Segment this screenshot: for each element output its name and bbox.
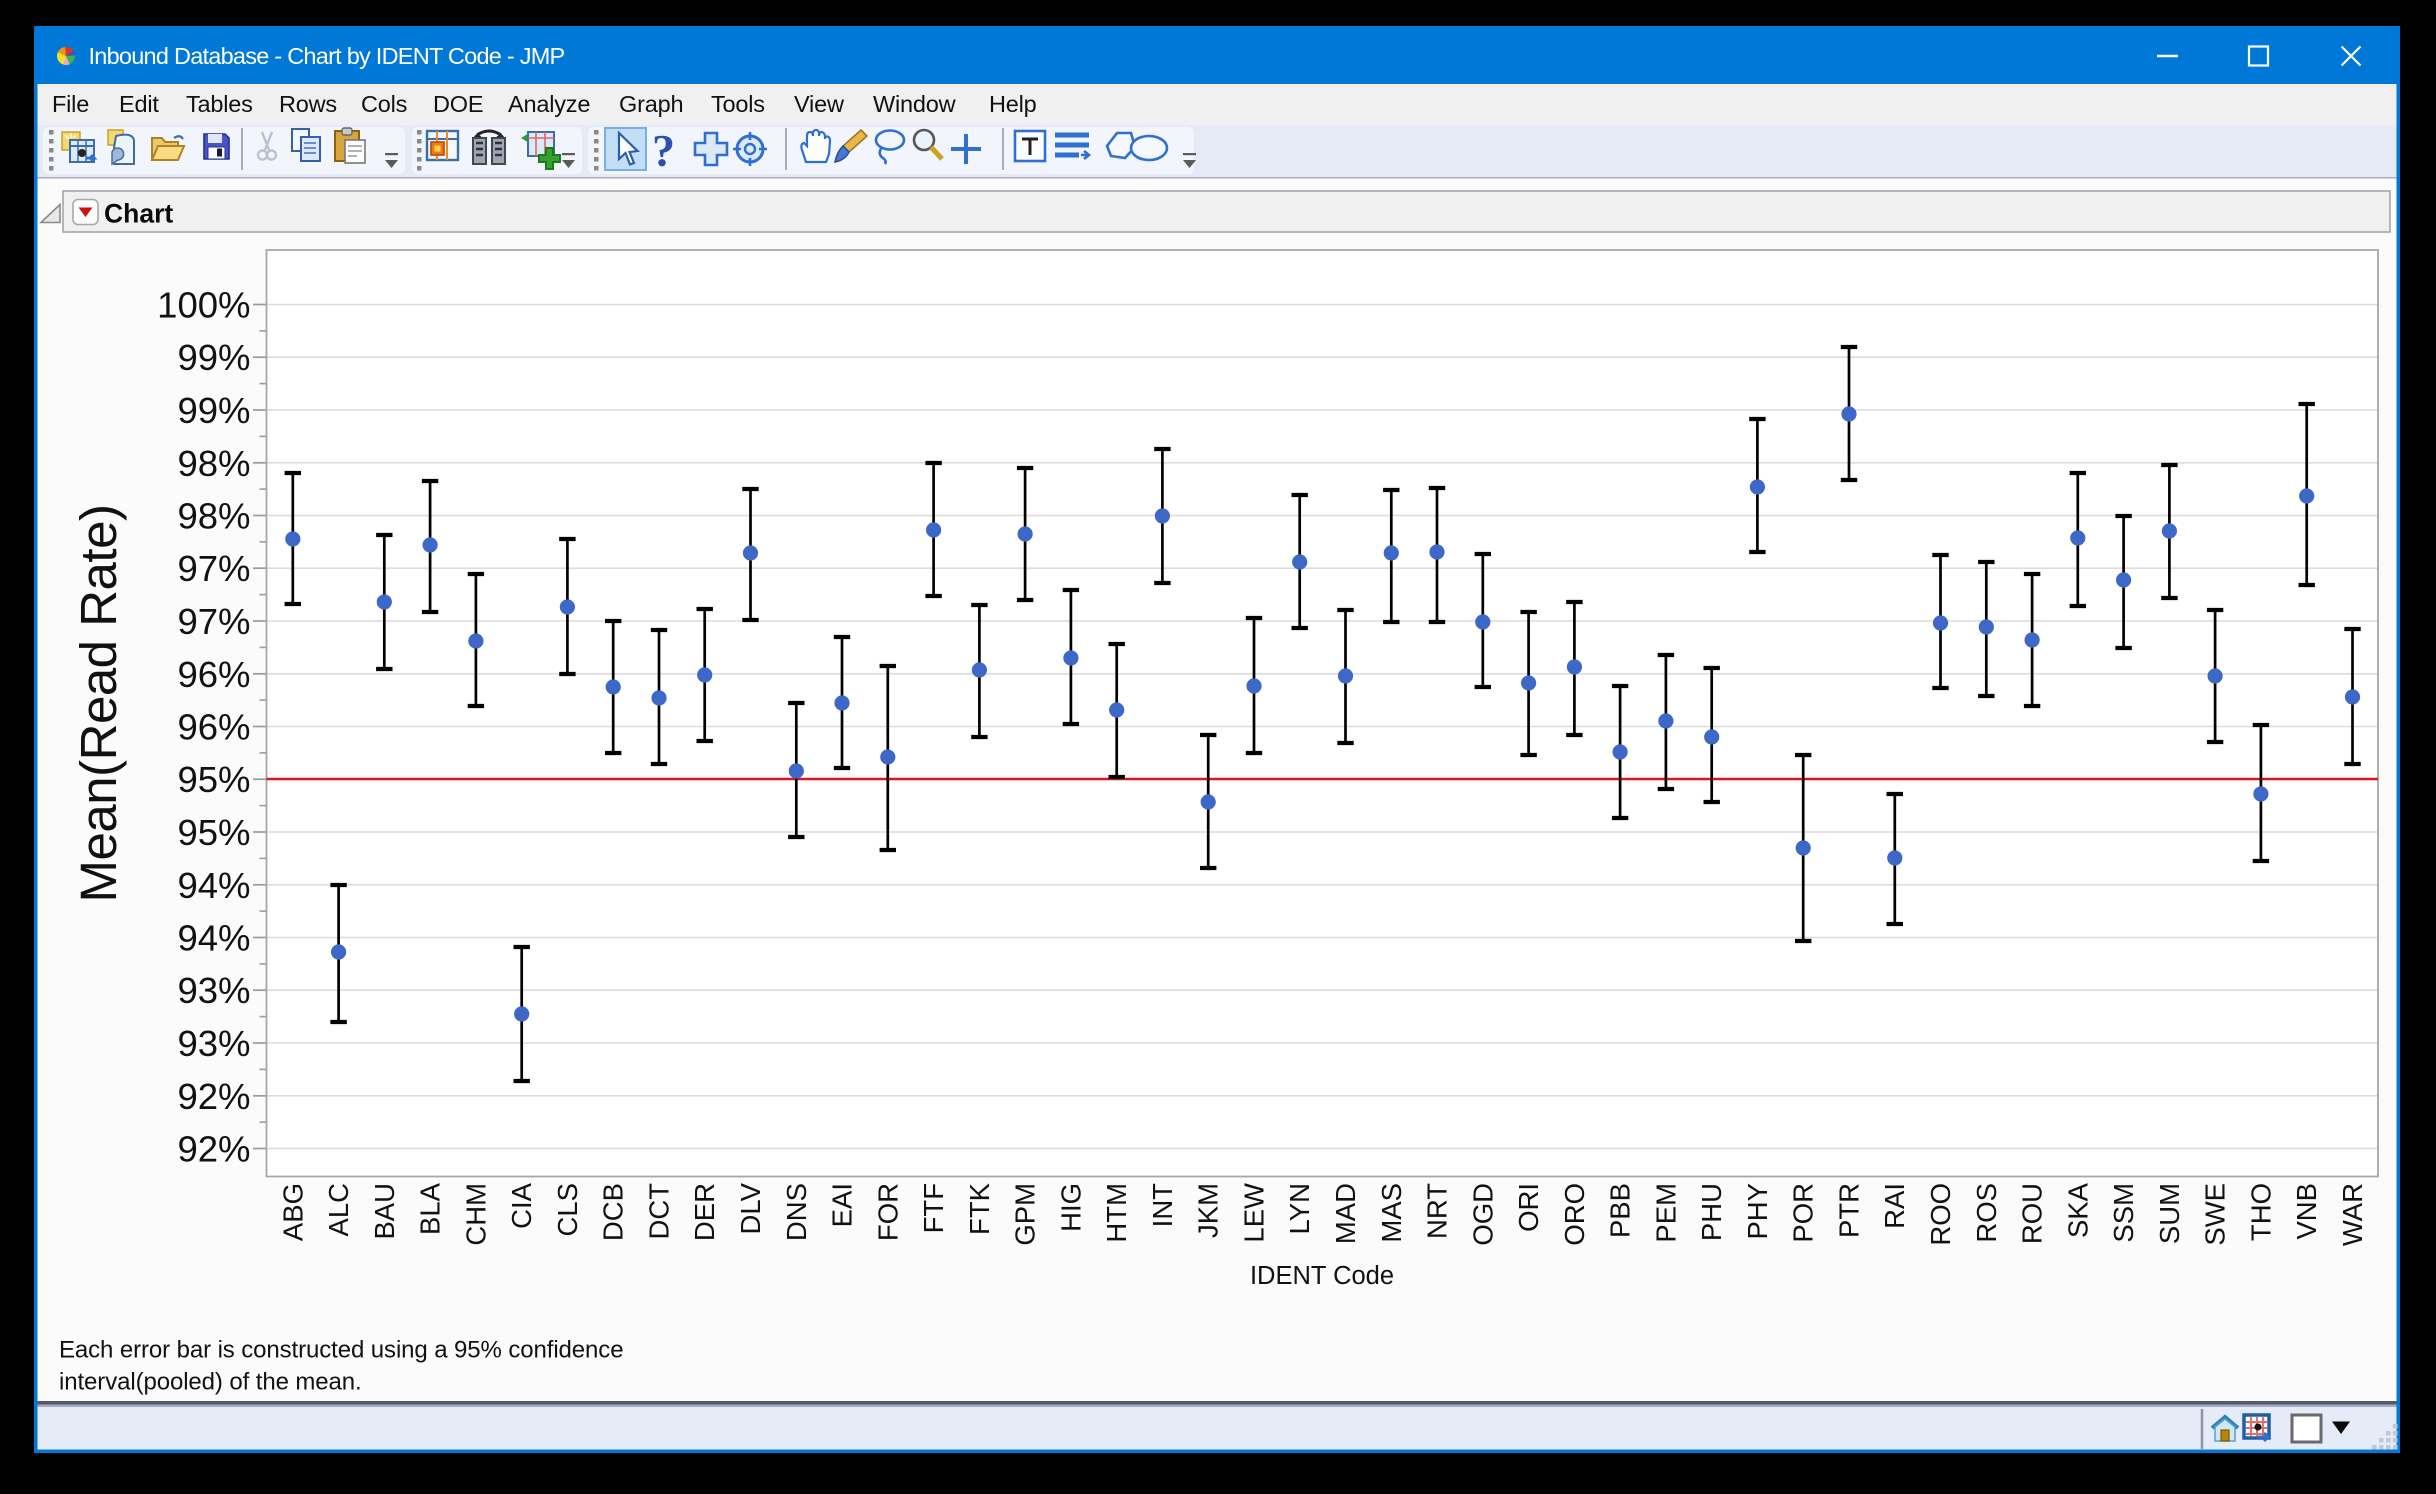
svg-text:PHU: PHU: [1696, 1183, 1727, 1241]
svg-text:IDENT Code: IDENT Code: [1250, 1262, 1394, 1290]
svg-text:ROO: ROO: [1925, 1183, 1956, 1246]
svg-text:VNB: VNB: [2291, 1183, 2322, 1240]
svg-text:ORI: ORI: [1513, 1183, 1544, 1232]
svg-text:95%: 95%: [177, 759, 250, 800]
svg-text:95%: 95%: [177, 812, 250, 853]
svg-text:Analyze: Analyze: [508, 91, 590, 117]
svg-text:99%: 99%: [177, 337, 250, 378]
svg-text:Rows: Rows: [279, 91, 337, 117]
svg-text:PEM: PEM: [1650, 1183, 1681, 1243]
svg-text:DOE: DOE: [433, 91, 483, 117]
svg-text:interval(pooled) of the mean.: interval(pooled) of the mean.: [59, 1369, 362, 1396]
svg-text:98%: 98%: [177, 496, 250, 537]
svg-text:GPM: GPM: [1010, 1183, 1041, 1246]
svg-text:HIG: HIG: [1055, 1183, 1086, 1232]
svg-text:CLS: CLS: [552, 1183, 583, 1237]
svg-text:ALC: ALC: [323, 1183, 354, 1237]
svg-text:93%: 93%: [177, 970, 250, 1011]
svg-text:MAS: MAS: [1376, 1183, 1407, 1243]
svg-text:FTK: FTK: [964, 1182, 995, 1235]
svg-text:ORO: ORO: [1559, 1183, 1590, 1246]
svg-text:RAI: RAI: [1879, 1183, 1910, 1229]
svg-text:92%: 92%: [177, 1129, 250, 1170]
svg-text:DLV: DLV: [735, 1182, 766, 1234]
svg-text:PTR: PTR: [1834, 1183, 1865, 1238]
svg-text:ROS: ROS: [1971, 1183, 2002, 1243]
svg-text:MAD: MAD: [1330, 1183, 1361, 1244]
svg-text:96%: 96%: [177, 654, 250, 695]
svg-text:SSM: SSM: [2108, 1183, 2139, 1243]
svg-text:SWE: SWE: [2200, 1183, 2231, 1246]
svg-text:Chart: Chart: [104, 199, 173, 229]
svg-text:LEW: LEW: [1239, 1183, 1270, 1243]
svg-text:File: File: [52, 91, 89, 117]
svg-text:FTF: FTF: [918, 1183, 949, 1233]
svg-text:93%: 93%: [177, 1023, 250, 1064]
svg-text:DCT: DCT: [644, 1183, 675, 1240]
svg-text:JKM: JKM: [1193, 1183, 1224, 1238]
svg-text:97%: 97%: [177, 548, 250, 589]
svg-text:ROU: ROU: [2017, 1183, 2048, 1244]
svg-text:98%: 98%: [177, 443, 250, 484]
svg-text:SKA: SKA: [2062, 1182, 2093, 1238]
svg-text:Mean(Read Rate): Mean(Read Rate): [70, 505, 127, 903]
svg-text:DER: DER: [689, 1183, 720, 1241]
svg-text:DCB: DCB: [598, 1183, 629, 1241]
svg-text:Graph: Graph: [619, 91, 683, 117]
svg-text:WAR: WAR: [2337, 1183, 2368, 1246]
svg-text:Window: Window: [873, 91, 957, 117]
svg-text:PBB: PBB: [1605, 1183, 1636, 1238]
svg-text:HTM: HTM: [1101, 1183, 1132, 1243]
svg-text:94%: 94%: [177, 865, 250, 906]
svg-text:Edit: Edit: [119, 91, 159, 117]
svg-text:96%: 96%: [177, 707, 250, 748]
svg-text:View: View: [794, 91, 845, 117]
svg-text:OGD: OGD: [1467, 1183, 1498, 1246]
svg-text:PHY: PHY: [1742, 1183, 1773, 1240]
svg-text:ABG: ABG: [277, 1183, 308, 1241]
svg-text:Inbound Database - Chart by ID: Inbound Database - Chart by IDENT Code -…: [89, 43, 565, 69]
svg-text:INT: INT: [1147, 1183, 1178, 1228]
svg-text:THO: THO: [2245, 1183, 2276, 1241]
svg-text:BAU: BAU: [369, 1183, 400, 1240]
svg-text:?: ?: [652, 125, 675, 176]
svg-text:Cols: Cols: [361, 91, 407, 117]
svg-text:CIA: CIA: [506, 1182, 537, 1229]
svg-text:POR: POR: [1788, 1183, 1819, 1243]
svg-text:92%: 92%: [177, 1076, 250, 1117]
svg-text:LYN: LYN: [1284, 1183, 1315, 1234]
svg-text:BLA: BLA: [415, 1182, 446, 1235]
svg-text:100%: 100%: [157, 285, 250, 326]
svg-text:97%: 97%: [177, 601, 250, 642]
svg-text:Help: Help: [989, 91, 1037, 117]
svg-text:DNS: DNS: [781, 1183, 812, 1241]
svg-text:FOR: FOR: [872, 1183, 903, 1241]
svg-text:99%: 99%: [177, 390, 250, 431]
svg-text:CHM: CHM: [460, 1183, 491, 1246]
svg-text:94%: 94%: [177, 918, 250, 959]
svg-text:Tables: Tables: [186, 91, 253, 117]
svg-text:Tools: Tools: [711, 91, 765, 117]
svg-text:NRT: NRT: [1422, 1183, 1453, 1239]
svg-text:EAI: EAI: [827, 1183, 858, 1227]
svg-text:Each error bar is constructed: Each error bar is constructed using a 95…: [59, 1337, 623, 1364]
svg-text:SUM: SUM: [2154, 1183, 2185, 1244]
